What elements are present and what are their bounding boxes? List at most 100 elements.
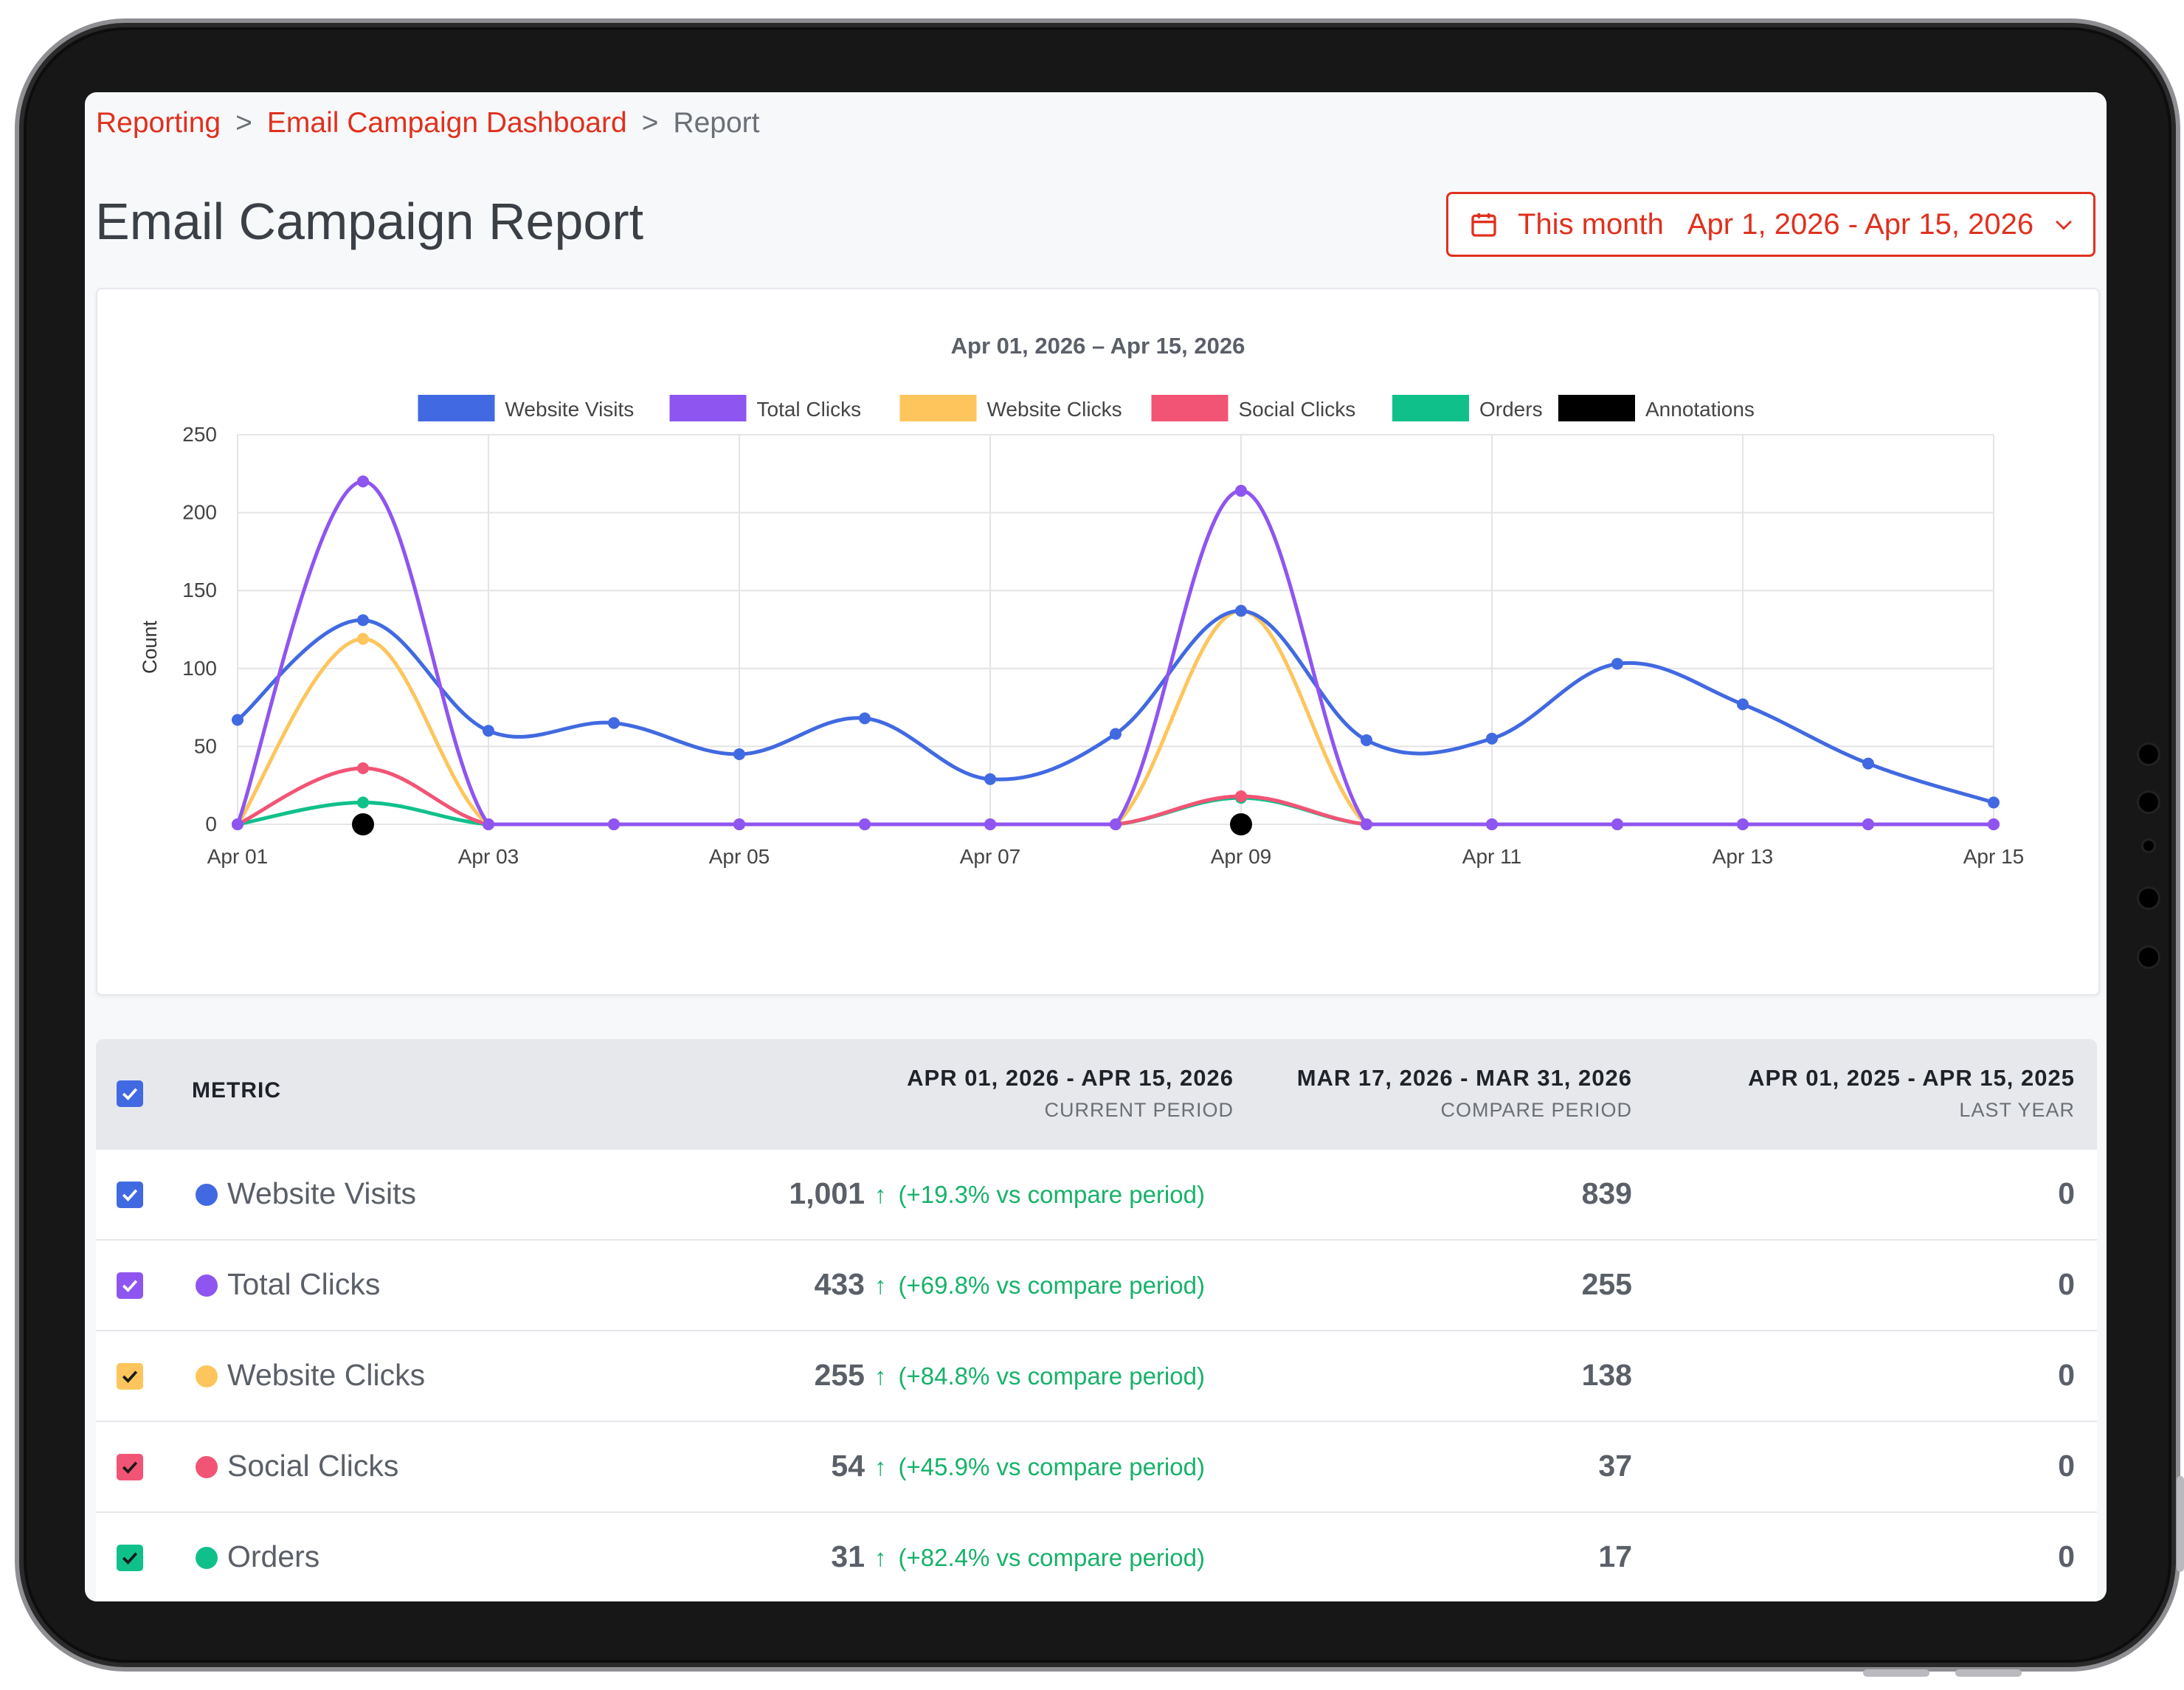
data-point[interactable] [232,818,243,830]
legend-swatch[interactable] [1151,395,1228,421]
last-year-range: APR 01, 2025 - APR 15, 2025 [1748,1065,2075,1091]
last-year-value: 0 [2058,1449,2075,1483]
row-checkbox[interactable] [117,1182,143,1208]
breadcrumb-separator: > [641,107,659,139]
annotation-marker[interactable] [352,813,374,835]
data-point[interactable] [357,614,369,627]
date-preset-label: This month [1518,207,1664,241]
legend-swatch[interactable] [669,395,747,421]
breadcrumb: Reporting > Email Campaign Dashboard > R… [96,107,759,139]
data-point[interactable] [1110,728,1122,740]
legend-swatch[interactable] [418,395,495,421]
current-period-value: 1,001 [789,1176,865,1210]
data-point[interactable] [1988,818,2000,830]
arrow-up-icon: ↑ [874,1362,887,1390]
legend-swatch[interactable] [1558,395,1635,421]
current-period-value: 433 [814,1267,865,1301]
annotation-marker[interactable] [1230,813,1252,835]
legend-swatch[interactable] [1392,395,1469,421]
legend-label[interactable]: Website Clicks [987,398,1122,421]
breadcrumb-email-campaign-dashboard[interactable]: Email Campaign Dashboard [266,107,627,139]
legend-label[interactable]: Website Visits [505,398,635,421]
data-point[interactable] [1611,818,1623,830]
metric-name: Total Clicks [227,1267,381,1301]
x-tick-label: Apr 13 [1713,845,1774,868]
breadcrumb-reporting[interactable]: Reporting [96,107,221,139]
data-point[interactable] [1361,818,1372,830]
y-axis-label: Count [139,620,161,674]
data-point[interactable] [1486,732,1498,745]
table-row: Social Clicks 54 ↑ (+45.9% vs compare perio… [96,1421,2097,1512]
row-checkbox[interactable] [117,1545,143,1571]
data-point[interactable] [608,818,620,830]
data-point[interactable] [1235,485,1247,497]
series-line [236,609,1994,804]
table-row: Website Clicks 255 ↑ (+84.8% vs compare per… [96,1330,2097,1421]
series-line [235,609,1994,827]
data-point[interactable] [859,818,871,830]
row-checkbox[interactable] [117,1454,143,1480]
compare-period-value: 839 [1581,1176,1632,1210]
volume-button [1863,1669,1929,1677]
data-point[interactable] [733,748,745,760]
data-point[interactable] [1361,734,1372,746]
last-year-value: 0 [2058,1539,2075,1573]
row-checkbox[interactable] [117,1363,143,1390]
data-point[interactable] [1611,658,1623,670]
select-all-checkbox[interactable] [117,1080,143,1107]
date-range-label: Apr 1, 2026 - Apr 15, 2026 [1687,207,2034,241]
legend-label[interactable]: Annotations [1645,398,1755,421]
date-range-picker[interactable]: This month Apr 1, 2026 - Apr 15, 2026 [1446,192,2095,257]
data-point[interactable] [1862,818,1874,830]
y-tick-label: 250 [182,423,217,446]
metric-name: Orders [227,1539,320,1573]
check-icon [122,1280,138,1292]
arrow-up-icon: ↑ [874,1181,887,1208]
x-tick-label: Apr 11 [1462,845,1521,868]
data-point[interactable] [483,818,494,830]
data-point[interactable] [483,725,494,737]
y-tick-label: 0 [205,813,217,835]
table-header: METRIC APR 01, 2026 - APR 15, 2026 CURRE… [96,1039,2097,1148]
data-point[interactable] [733,818,745,830]
data-point[interactable] [1737,698,1749,711]
data-point[interactable] [357,475,369,488]
data-point[interactable] [1862,757,1874,770]
data-point[interactable] [232,714,243,726]
current-period-label: CURRENT PERIOD [1044,1099,1234,1121]
metric-name: Website Clicks [227,1358,426,1392]
data-point[interactable] [984,818,996,830]
power-button [2177,1476,2184,1572]
data-point[interactable] [608,717,620,729]
line-chart: Apr 01, 2026 – Apr 15, 2026 Count Websit… [139,333,2024,868]
x-tick-label: Apr 03 [458,845,519,868]
data-point[interactable] [859,712,871,725]
check-icon [122,1189,138,1201]
data-point[interactable] [1486,818,1498,830]
sensor-dot [2141,838,2156,853]
legend-label[interactable]: Orders [1479,398,1543,421]
data-point[interactable] [357,796,369,809]
legend-label[interactable]: Total Clicks [757,398,862,421]
change-text: (+69.8% vs compare period) [898,1272,1205,1299]
legend-swatch[interactable] [899,395,977,421]
data-point[interactable] [357,762,369,774]
legend-label[interactable]: Social Clicks [1239,398,1356,421]
metric-name: Social Clicks [227,1449,399,1483]
arrow-up-icon: ↑ [874,1272,887,1299]
metric-color-dot [196,1456,218,1478]
breadcrumb-separator: > [235,107,252,139]
row-checkbox[interactable] [117,1272,143,1299]
change-indicator: ↑ (+45.9% vs compare period) [874,1453,1205,1481]
compare-period-value: 17 [1598,1539,1632,1573]
chevron-down-icon [2056,220,2072,230]
data-point[interactable] [1737,818,1749,830]
data-point[interactable] [1235,604,1247,617]
data-point[interactable] [1235,790,1247,802]
data-point[interactable] [984,773,996,785]
data-point[interactable] [1988,796,2000,809]
data-point[interactable] [1110,818,1122,830]
data-point[interactable] [357,632,369,645]
current-period-value: 255 [814,1358,865,1392]
series-line [236,766,1994,827]
